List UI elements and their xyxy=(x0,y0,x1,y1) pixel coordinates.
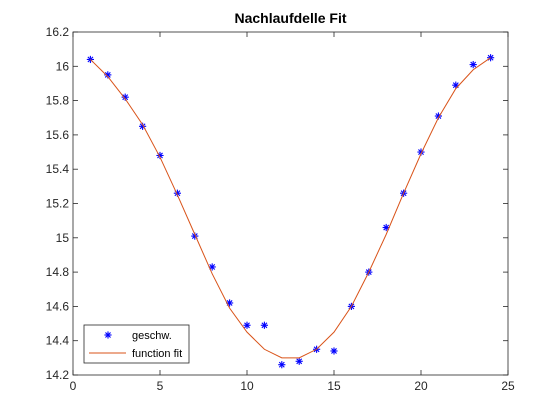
data-point xyxy=(243,321,251,329)
y-tick-label: 16.2 xyxy=(46,25,70,39)
x-tick-label: 25 xyxy=(501,379,515,393)
x-tick-label: 0 xyxy=(70,379,77,393)
x-tick-label: 5 xyxy=(157,379,164,393)
axes-box xyxy=(72,31,509,376)
x-tick-label: 15 xyxy=(327,379,341,393)
y-tick-label: 15.6 xyxy=(46,128,70,142)
data-point xyxy=(260,321,268,329)
y-tick-label: 15 xyxy=(56,231,70,245)
legend: geschw. function fit xyxy=(83,324,190,364)
y-tick-label: 14.2 xyxy=(46,368,70,382)
axes: 0 5 10 15 20 25 14.2 14.4 14.6 14.8 15 15.2 15.4 15.6… xyxy=(46,25,515,393)
legend-box xyxy=(83,324,190,364)
y-tick-label: 16 xyxy=(56,59,70,73)
y-tick-label: 14.4 xyxy=(46,334,70,348)
y-tick-label: 14.6 xyxy=(46,299,70,313)
legend-entry: function fit xyxy=(89,348,182,360)
y-tick-label: 14.8 xyxy=(46,265,70,279)
plot-area xyxy=(86,54,495,369)
legend-label: function fit xyxy=(132,348,182,360)
data-point xyxy=(278,361,286,369)
fit-line xyxy=(90,57,491,359)
data-point xyxy=(295,357,303,365)
data-point xyxy=(469,60,477,69)
chart-title: Nachlaufdelle Fit xyxy=(234,10,346,26)
x-tick-label: 10 xyxy=(240,379,254,393)
y-tick-label: 15.2 xyxy=(46,197,70,211)
legend-entry: geschw. xyxy=(104,330,172,342)
data-point xyxy=(330,347,338,355)
y-tick-label: 15.8 xyxy=(46,94,70,108)
legend-marker-swatch xyxy=(104,331,112,339)
y-tick-label: 15.4 xyxy=(46,162,70,176)
data-point xyxy=(208,263,216,271)
x-tick-label: 20 xyxy=(414,379,428,393)
legend-label: geschw. xyxy=(132,330,172,342)
